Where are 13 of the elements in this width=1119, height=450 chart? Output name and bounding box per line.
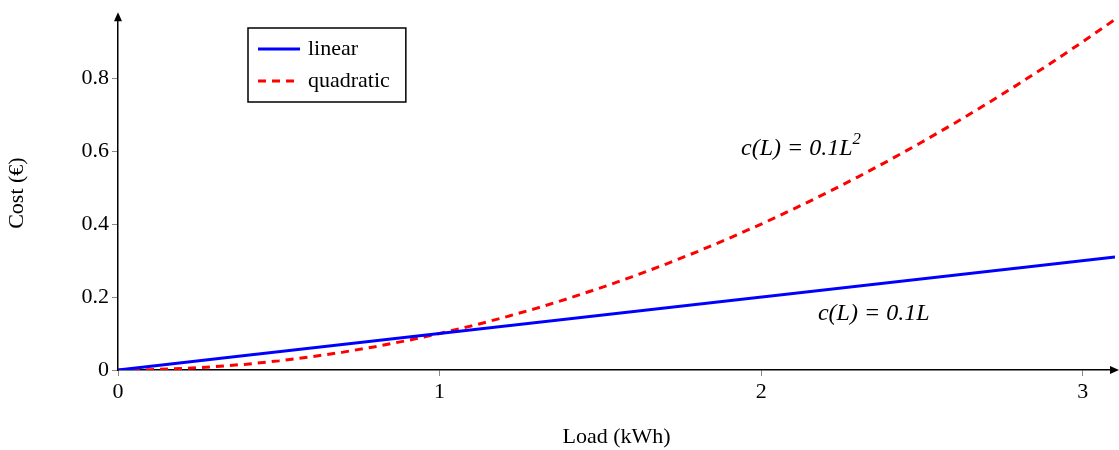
- annotation: c(L) = 0.1L: [817, 298, 930, 325]
- x-axis-title: Load (kWh): [562, 422, 671, 448]
- x-tick-label: 3: [1077, 377, 1089, 403]
- y-tick-label: 0.2: [81, 282, 109, 308]
- y-tick-label: 0.4: [81, 209, 109, 235]
- y-tick-label: 0: [98, 355, 109, 381]
- legend-label: quadratic: [308, 66, 391, 92]
- y-tick-label: 0.6: [81, 136, 109, 162]
- y-tick-label: 0.8: [81, 63, 109, 89]
- x-tick-label: 1: [434, 377, 446, 403]
- legend-label: linear: [308, 34, 359, 60]
- x-tick-label: 2: [755, 377, 767, 403]
- y-axis-title: Cost (€): [2, 157, 28, 229]
